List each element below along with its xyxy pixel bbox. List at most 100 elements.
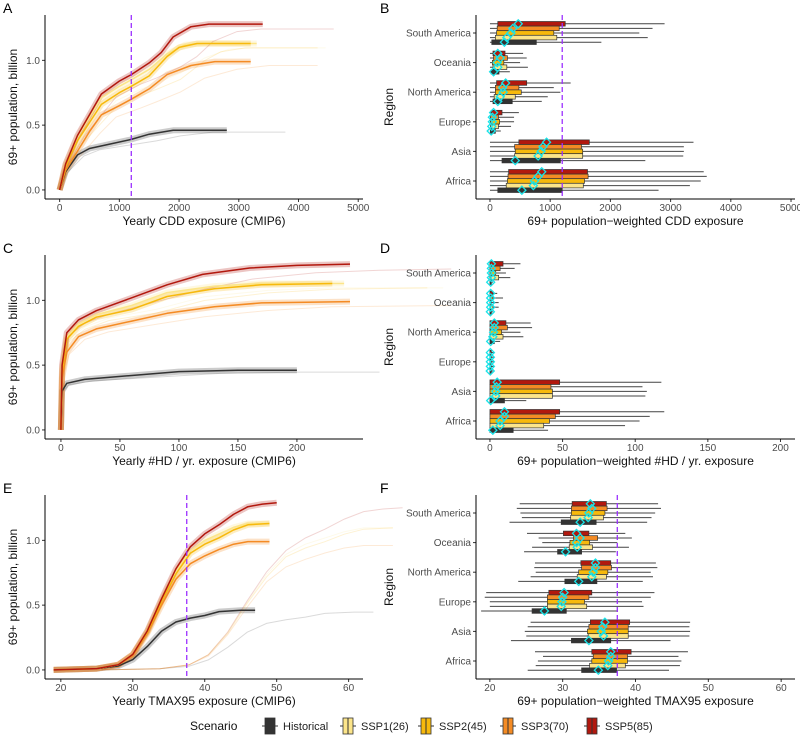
box-SSP5(85) (548, 589, 593, 596)
mean-marker (583, 635, 594, 646)
mean-marker (486, 272, 497, 283)
y-axis-title: Region (382, 568, 396, 606)
x-tick-label: 60 (343, 683, 355, 694)
y-tick-label: 0.0 (26, 185, 40, 196)
series-line-Historical (58, 129, 227, 191)
box-SSP3(70) (507, 173, 589, 180)
mean-marker (557, 592, 568, 603)
mean-marker (572, 542, 583, 553)
panel-label: B (380, 0, 389, 16)
series-line-SSP2(45) (60, 282, 333, 430)
x-tick-label: 40 (630, 683, 642, 694)
mean-marker (495, 416, 506, 426)
mean-marker (590, 558, 601, 568)
box-Historical (581, 667, 617, 673)
series-line-SSP3(70) (58, 60, 251, 191)
legend-label: SSP3(70) (521, 721, 569, 733)
y-tick-label: Africa (445, 177, 471, 188)
mean-marker (495, 420, 506, 431)
mean-marker (539, 606, 550, 616)
legend-item-SSP2(45): SSP2(45) (418, 717, 487, 735)
mean-marker (598, 631, 609, 641)
box-SSP2(45) (514, 148, 584, 155)
ensemble-line-SSP3(70) (60, 305, 452, 430)
x-tick-label: 2000 (599, 203, 622, 214)
ensemble-line-SSP1(26) (59, 47, 326, 191)
box-SSP1(26) (547, 603, 588, 610)
y-tick-label: South America (406, 269, 471, 280)
mean-marker (485, 288, 496, 299)
legend-item-SSP5(85): SSP5(85) (584, 717, 653, 735)
x-axis-title: 69+ population−weighted CDD exposure (527, 214, 743, 228)
panel-E: E 20 30 40 50 60 Yearly TMAX95 exposure (CMIP6… (3, 480, 403, 708)
box-SSP1(26) (505, 182, 584, 189)
mean-marker (492, 96, 503, 107)
mean-marker (499, 37, 510, 48)
legend-label: SSP2(45) (439, 721, 487, 733)
box-Historical (491, 39, 537, 45)
mean-marker (485, 395, 496, 406)
mean-marker (485, 306, 496, 317)
x-axis-title: 69+ population−weighted TMAX95 exposure (517, 694, 754, 708)
ensemble-line-SSP1(26) (101, 527, 393, 671)
x-tick-label: 0 (487, 443, 493, 454)
y-tick-label: Africa (445, 657, 471, 668)
x-axis-title: 69+ population−weighted #HD / yr. exposu… (517, 454, 754, 468)
mean-marker (485, 277, 496, 288)
x-tick-label: 2000 (168, 203, 191, 214)
series-line-SSP3(70) (60, 300, 351, 430)
box-SSP1(26) (489, 393, 553, 399)
mean-marker (593, 665, 604, 676)
ensemble-band-SSP3(70) (57, 298, 351, 430)
panel-B: B 0 1000 2000 3000 4000 5000 69+ population−wei… (380, 0, 800, 228)
y-tick-label: 0.5 (26, 361, 40, 372)
x-tick-label: 5000 (347, 203, 370, 214)
mean-marker (492, 48, 503, 59)
box-SSP5(85) (518, 139, 590, 145)
x-tick-label: 30 (557, 683, 569, 694)
mean-marker (588, 567, 599, 578)
box-SSP3(70) (547, 594, 590, 600)
mean-marker (590, 562, 601, 573)
mean-marker (605, 651, 616, 662)
mean-marker (499, 406, 510, 417)
mean-marker (557, 596, 567, 607)
mean-marker (501, 32, 512, 43)
y-axis-title: 69+ population, billion (6, 529, 20, 645)
box-SSP1(26) (489, 422, 545, 429)
series-line-SSP3(70) (53, 540, 270, 671)
series-line-SSP5(85) (60, 263, 351, 430)
ensemble-line-SSP3(70) (59, 65, 318, 191)
x-tick-label: 50 (557, 443, 569, 454)
x-tick-label: 150 (699, 443, 716, 454)
mean-marker (486, 263, 497, 274)
mean-marker (597, 621, 608, 632)
panel-label: C (3, 240, 13, 256)
mean-marker (560, 546, 571, 557)
x-tick-label: 200 (772, 443, 789, 454)
x-tick-label: 3000 (659, 203, 682, 214)
ensemble-line-SSP5(85) (101, 507, 403, 671)
mean-marker (485, 302, 496, 313)
x-axis-title: Yearly CDD exposure (CMIP6) (123, 214, 286, 228)
x-tick-label: 0 (58, 443, 64, 454)
y-axis-title: Region (382, 88, 396, 126)
mean-marker (485, 352, 496, 363)
box-SSP5(85) (497, 21, 566, 27)
mean-marker (485, 297, 496, 308)
x-tick-label: 20 (484, 683, 496, 694)
box-SSP5(85) (571, 501, 607, 507)
x-tick-label: 4000 (720, 203, 743, 214)
ensemble-line-SSP5(85) (60, 268, 452, 430)
y-tick-label: Oceania (434, 298, 472, 309)
mean-marker (489, 318, 500, 328)
y-tick-label: South America (406, 509, 471, 520)
x-tick-label: 3000 (228, 203, 251, 214)
mean-marker (487, 331, 498, 342)
panel-D: D 0 50 100 150 200 69+ population−weighted #HD… (380, 240, 795, 468)
mean-marker (573, 576, 584, 587)
ensemble-line-SSP5(85) (59, 28, 334, 191)
mean-marker (507, 23, 518, 34)
x-tick-label: 60 (776, 683, 788, 694)
mean-marker (495, 91, 506, 102)
